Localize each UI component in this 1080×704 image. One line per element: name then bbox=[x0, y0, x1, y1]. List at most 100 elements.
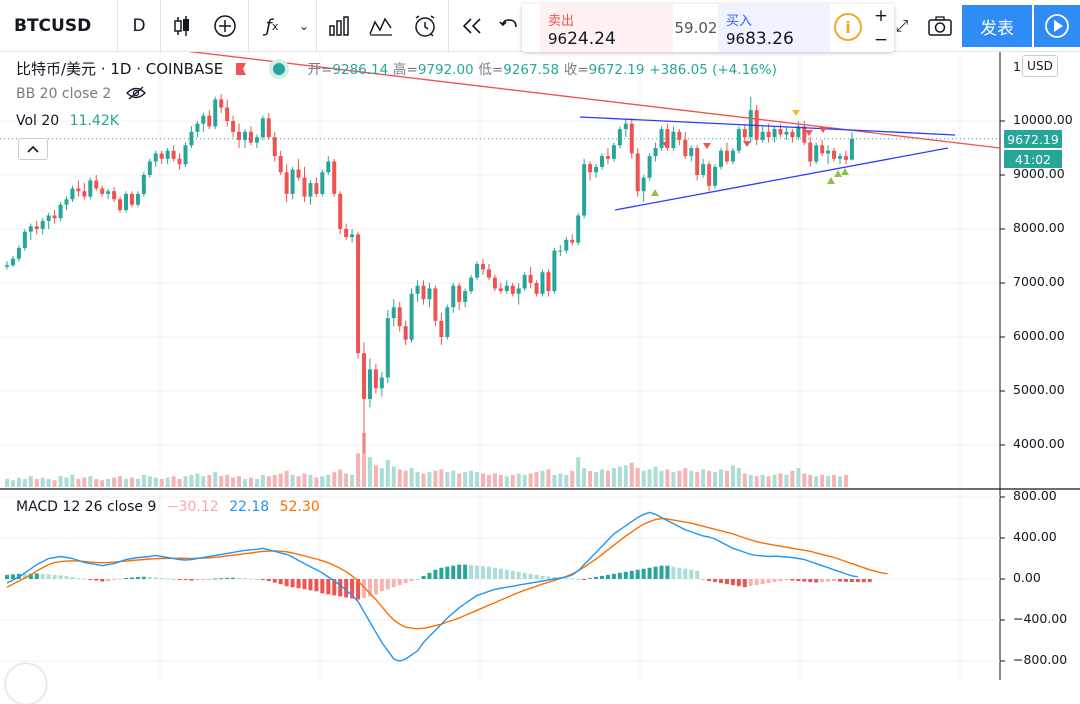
price-tick-label: 4000.00 bbox=[1013, 436, 1065, 451]
candle-body bbox=[344, 229, 349, 238]
macd-histogram-bar bbox=[695, 570, 700, 579]
buy-price: 9683.26 bbox=[726, 29, 794, 49]
volume-bar bbox=[248, 477, 253, 487]
macd-histogram-bar bbox=[403, 579, 408, 584]
decrease-button[interactable]: − bbox=[873, 30, 889, 50]
buy-button[interactable]: 买入 9683.26 bbox=[718, 4, 830, 52]
alert-clock-icon[interactable] bbox=[402, 0, 449, 52]
candle-body bbox=[600, 156, 604, 167]
camera-icon[interactable] bbox=[920, 0, 960, 52]
info-icon[interactable]: i bbox=[834, 13, 862, 41]
volume-bar bbox=[409, 468, 414, 487]
sell-signal-marker bbox=[805, 130, 813, 136]
volume-bar bbox=[617, 466, 622, 487]
flag-icon[interactable] bbox=[236, 63, 247, 75]
volume-bar bbox=[177, 478, 182, 487]
candle-body bbox=[219, 99, 224, 108]
publish-button[interactable]: 发表 bbox=[962, 5, 1032, 47]
macd-histogram-bar bbox=[778, 579, 783, 582]
bb-legend: BB 20 close 2 bbox=[16, 86, 146, 102]
eye-dot-icon[interactable] bbox=[272, 63, 285, 75]
volume-bars bbox=[5, 433, 848, 487]
macd-histogram-bar bbox=[159, 577, 164, 579]
candle-body bbox=[231, 121, 236, 132]
bottom-circle-button[interactable] bbox=[6, 664, 46, 704]
candle-style-icon[interactable] bbox=[162, 0, 202, 52]
macd-histogram-bar bbox=[713, 579, 718, 583]
candle-body bbox=[451, 285, 456, 308]
volume-bar bbox=[719, 469, 723, 487]
increase-button[interactable]: + bbox=[873, 6, 889, 26]
macd-histogram-bar bbox=[492, 567, 497, 579]
candle-body bbox=[5, 265, 9, 267]
macd-histogram-bar bbox=[510, 570, 515, 579]
candle-body bbox=[52, 215, 57, 219]
compare-add-icon[interactable] bbox=[202, 0, 249, 52]
macd-histogram-bar bbox=[237, 577, 242, 579]
volume-bar bbox=[552, 474, 557, 487]
templates-icon[interactable] bbox=[360, 0, 402, 52]
volume-bar bbox=[332, 472, 337, 487]
candle-body bbox=[433, 288, 438, 321]
low-label: 低= bbox=[478, 62, 504, 78]
macd-line bbox=[6, 511, 858, 662]
volume-bar bbox=[290, 474, 295, 487]
volume-bar bbox=[469, 470, 474, 487]
candle-body bbox=[284, 172, 289, 194]
volume-bar bbox=[64, 477, 69, 487]
replay-rewind-icon[interactable] bbox=[450, 0, 494, 52]
macd-histogram-bar bbox=[427, 572, 432, 579]
hidden-eye-icon[interactable] bbox=[125, 86, 146, 102]
fullscreen-icon[interactable]: ⤢ bbox=[895, 16, 909, 35]
volume-bar bbox=[5, 478, 9, 487]
macd-histogram-bar bbox=[177, 579, 182, 580]
candle-body bbox=[112, 191, 117, 200]
volume-bar bbox=[22, 478, 27, 487]
financials-icon[interactable] bbox=[318, 0, 360, 52]
macd-histogram-bar bbox=[302, 579, 307, 590]
volume-bar bbox=[528, 473, 533, 487]
candle-body bbox=[772, 129, 777, 138]
macd-label: MACD 12 26 close 9 bbox=[16, 499, 157, 515]
macd-histogram-bar bbox=[94, 579, 99, 581]
candle-body bbox=[439, 320, 444, 337]
pair-title: 比特币/美元 · 1D · COINBASE bbox=[16, 60, 224, 78]
candle-body bbox=[165, 150, 170, 159]
close-label: 收= bbox=[563, 62, 589, 78]
candle-body bbox=[719, 150, 723, 167]
volume-bar bbox=[427, 472, 432, 487]
volume-bar bbox=[665, 469, 670, 487]
candle-body bbox=[147, 161, 152, 175]
price-tick-label: 6000.00 bbox=[1013, 328, 1065, 343]
candle-body bbox=[141, 175, 146, 194]
chart-canvas[interactable] bbox=[0, 52, 1080, 680]
volume-bar bbox=[70, 474, 75, 487]
symbol-search[interactable]: BTCUSD bbox=[0, 0, 118, 52]
currency-button[interactable]: USD bbox=[1022, 55, 1058, 77]
candle-body bbox=[510, 285, 515, 294]
macd-histogram-bar bbox=[213, 578, 218, 580]
candle-body bbox=[28, 226, 33, 232]
sell-button[interactable]: 卖出 9624.24 bbox=[540, 4, 673, 52]
collapse-legend-button[interactable] bbox=[18, 138, 48, 160]
volume-bar bbox=[391, 466, 396, 487]
play-button[interactable] bbox=[1034, 5, 1080, 47]
volume-bar bbox=[671, 472, 676, 487]
candle-body bbox=[504, 285, 509, 292]
macd-histogram-bar bbox=[594, 576, 599, 579]
indicators-chevron-down-icon[interactable]: ⌄ bbox=[292, 0, 317, 52]
volume-bar bbox=[683, 468, 688, 487]
macd-histogram-bar bbox=[653, 566, 658, 579]
volume-bar bbox=[141, 474, 146, 487]
candle-body bbox=[272, 137, 277, 157]
macd-histogram-bar bbox=[611, 573, 616, 579]
macd-histogram-bar bbox=[314, 579, 319, 592]
candle-body bbox=[641, 177, 646, 192]
candle-body bbox=[177, 158, 182, 165]
interval-button[interactable]: D bbox=[118, 0, 161, 52]
volume-bar bbox=[308, 474, 313, 487]
undo-icon[interactable] bbox=[494, 0, 524, 52]
candlesticks bbox=[5, 94, 854, 454]
volume-bar bbox=[808, 474, 813, 487]
